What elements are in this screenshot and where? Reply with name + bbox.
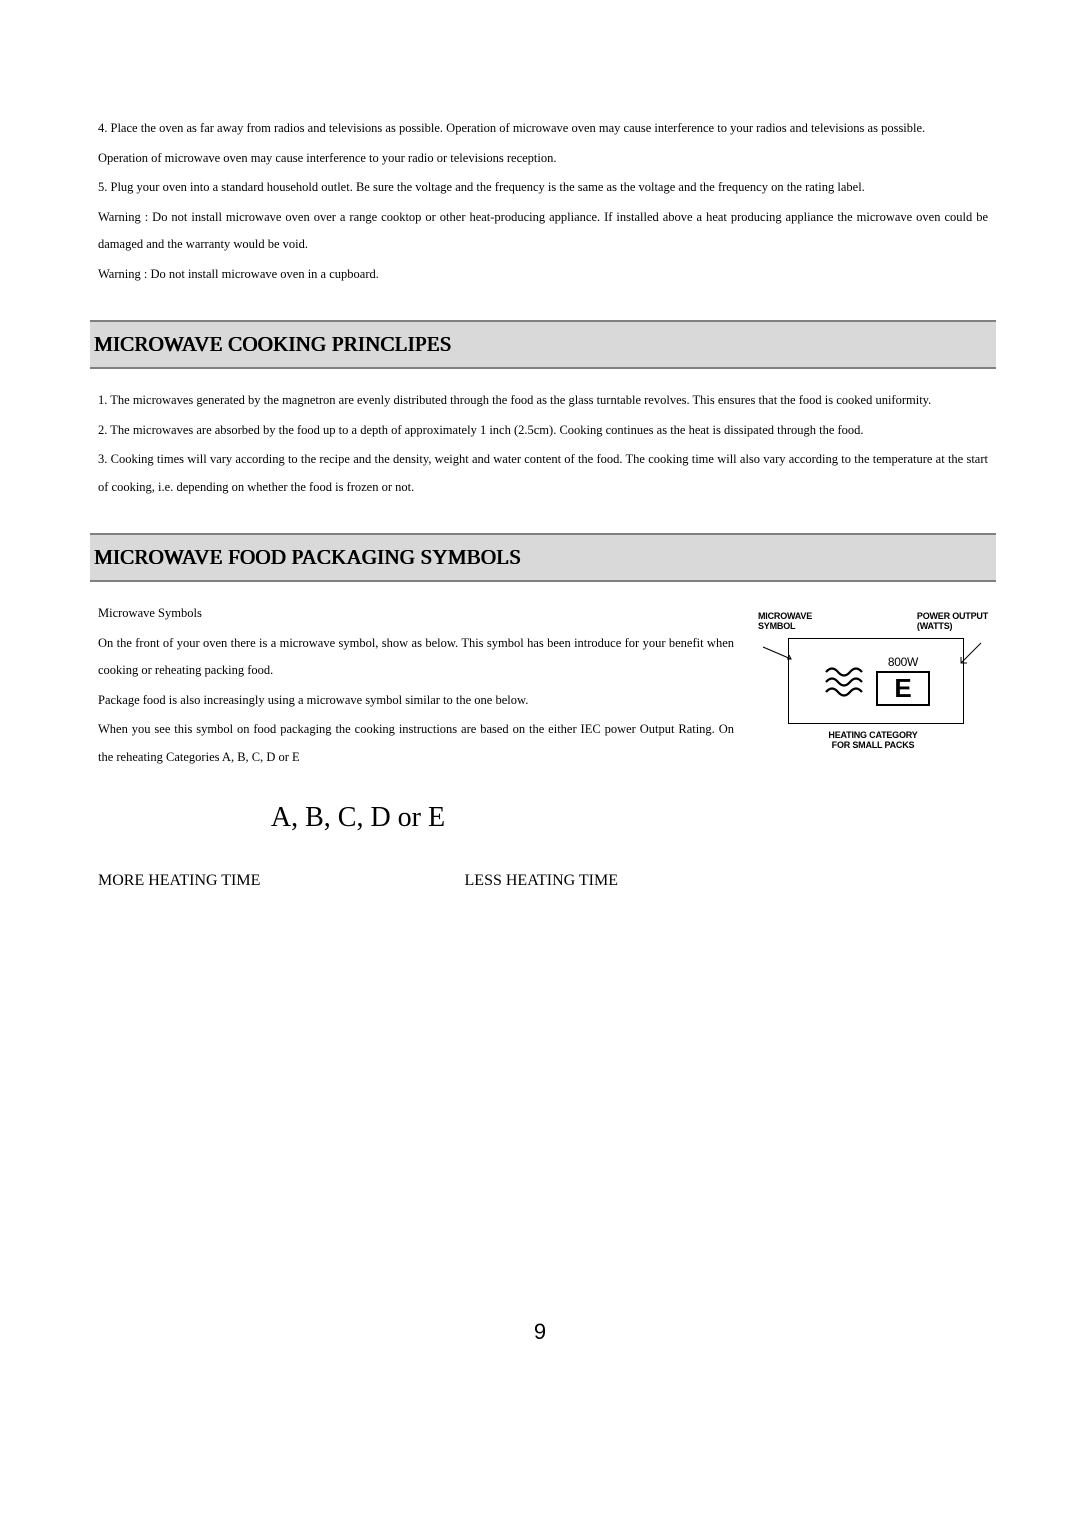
- heating-scale: A, B, C, D or E MORE HEATING TIME LESS H…: [98, 787, 618, 898]
- figure-label-right: POWER OUTPUT (WATTS): [917, 612, 988, 632]
- section2-p3: Package food is also increasingly using …: [98, 687, 734, 715]
- arrow-left-icon: [761, 645, 801, 663]
- power-watts: 800W: [876, 655, 930, 669]
- section1-paragraphs: 1. The microwaves generated by the magne…: [98, 387, 988, 501]
- symbols-row: Microwave Symbols On the front of your o…: [98, 600, 988, 898]
- figure-label-left-l2: SYMBOL: [758, 621, 795, 631]
- section2-heading: MICROWAVE FOOD PACKAGING SYMBOLS: [94, 545, 986, 570]
- section1-heading: MICROWAVE COOKING PRINCLIPES: [94, 332, 986, 357]
- figure-caption-l2: FOR SMALL PACKS: [832, 740, 915, 750]
- figure-label-right-l1: POWER OUTPUT: [917, 611, 988, 621]
- intro-paragraphs: 4. Place the oven as far away from radio…: [98, 115, 988, 288]
- page-number: 9: [0, 1319, 1080, 1345]
- section1-p2: 2. The microwaves are absorbed by the fo…: [98, 417, 988, 445]
- figure-label-left: MICROWAVE SYMBOL: [758, 612, 812, 632]
- section2-paragraphs: Microwave Symbols On the front of your o…: [98, 600, 734, 898]
- section2-p2: On the front of your oven there is a mic…: [98, 630, 734, 685]
- section2-p4: When you see this symbol on food packagi…: [98, 716, 734, 771]
- microwave-waves-icon: [822, 658, 868, 704]
- intro-p4: Warning : Do not install microwave oven …: [98, 204, 988, 259]
- figure-caption-l1: HEATING CATEGORY: [828, 730, 917, 740]
- figure-top-labels: MICROWAVE SYMBOL POWER OUTPUT (WATTS): [758, 612, 988, 632]
- scale-left: MORE HEATING TIME: [98, 863, 260, 898]
- figure-label-left-l1: MICROWAVE: [758, 611, 812, 621]
- section1-p3: 3. Cooking times will vary according to …: [98, 446, 988, 501]
- intro-p2: Operation of microwave oven may cause in…: [98, 145, 988, 173]
- scale-title: A, B, C, D or E: [98, 787, 618, 849]
- section2-heading-bar: MICROWAVE FOOD PACKAGING SYMBOLS: [90, 533, 996, 582]
- microwave-symbol-figure: MICROWAVE SYMBOL POWER OUTPUT (WATTS): [758, 600, 988, 898]
- scale-labels: MORE HEATING TIME LESS HEATING TIME: [98, 863, 618, 898]
- document-page: 4. Place the oven as far away from radio…: [0, 0, 1080, 898]
- figure-caption: HEATING CATEGORY FOR SMALL PACKS: [758, 730, 988, 751]
- figure-box: 800W E: [788, 638, 964, 724]
- intro-p3: 5. Plug your oven into a standard househ…: [98, 174, 988, 202]
- scale-right: LESS HEATING TIME: [465, 863, 618, 898]
- section1-heading-bar: MICROWAVE COOKING PRINCLIPES: [90, 320, 996, 369]
- figure-label-right-l2: (WATTS): [917, 621, 952, 631]
- intro-p1: 4. Place the oven as far away from radio…: [98, 115, 988, 143]
- power-category: E: [876, 671, 930, 706]
- section1-p1: 1. The microwaves generated by the magne…: [98, 387, 988, 415]
- section2-p1: Microwave Symbols: [98, 600, 734, 628]
- power-box: 800W E: [876, 655, 930, 706]
- intro-p5: Warning : Do not install microwave oven …: [98, 261, 988, 289]
- arrow-right-icon: [955, 641, 985, 671]
